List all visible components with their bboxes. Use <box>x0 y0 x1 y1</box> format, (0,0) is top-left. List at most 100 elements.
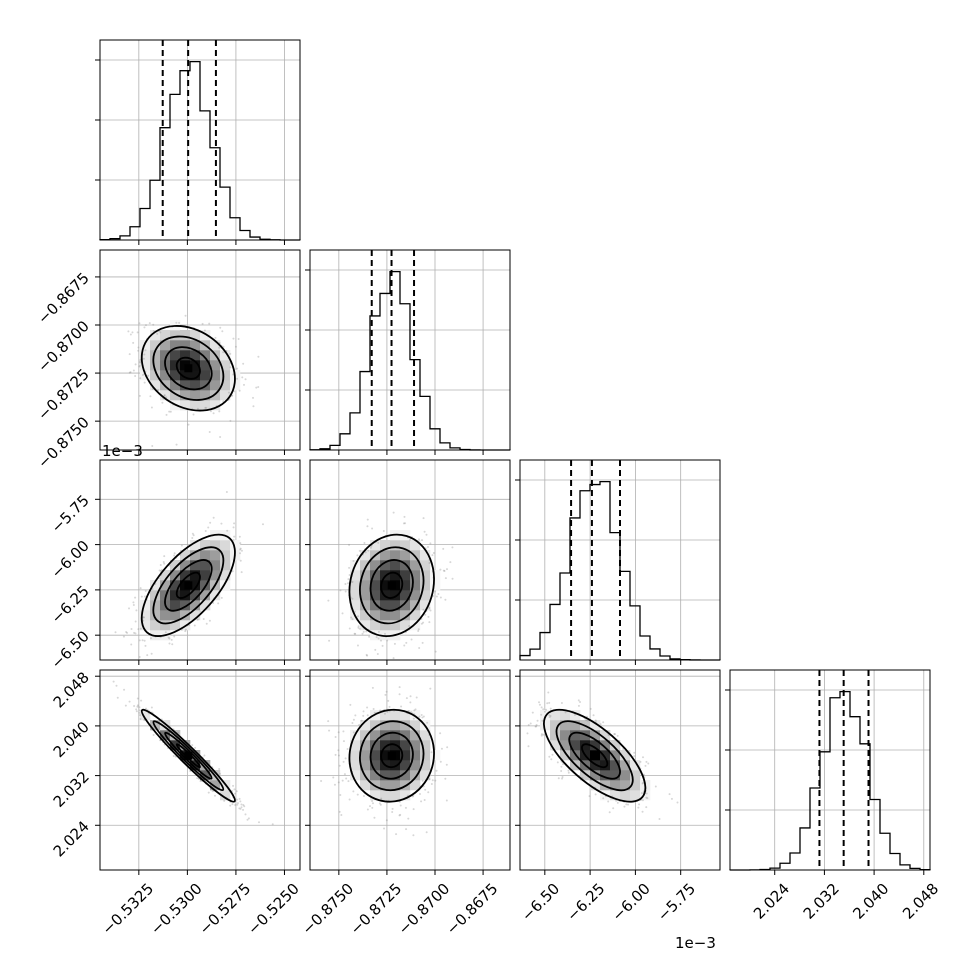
contour-level <box>359 546 425 625</box>
density-peak <box>590 751 599 760</box>
sample-point <box>244 378 247 381</box>
histogram-panel-1 <box>305 249 511 455</box>
sample-point <box>425 831 428 834</box>
sample-point <box>352 560 355 563</box>
density-cell <box>360 610 371 621</box>
sample-point <box>242 808 245 811</box>
y-tick-label: 2.048 <box>50 668 93 711</box>
scatter-panel-3-1 <box>305 669 511 875</box>
density-cell <box>170 580 181 591</box>
sample-point <box>437 593 440 596</box>
sample-point <box>136 705 139 708</box>
sample-point <box>138 364 141 367</box>
sample-point <box>327 599 330 602</box>
sample-point <box>252 405 255 408</box>
sample-point <box>398 686 401 689</box>
density-cell <box>380 770 391 781</box>
sample-point <box>337 749 340 752</box>
sample-point <box>404 522 407 525</box>
sample-point <box>358 627 361 630</box>
sample-point <box>641 810 644 813</box>
sample-point <box>152 323 155 326</box>
sample-point <box>614 733 617 736</box>
sample-point <box>645 792 648 795</box>
sample-point <box>418 715 421 718</box>
sample-point <box>131 331 134 334</box>
density-peak <box>184 581 193 590</box>
x-offset-label: 1e−3 <box>675 934 716 952</box>
sample-point <box>427 791 430 794</box>
density-cell <box>400 780 411 791</box>
density-cell <box>160 620 171 631</box>
density-cell <box>370 770 381 781</box>
density-cell <box>400 750 411 761</box>
density-cell <box>550 740 561 751</box>
scatter-panel-2-1 <box>305 459 511 665</box>
sample-point <box>371 527 374 530</box>
sample-point <box>163 555 166 558</box>
sample-point <box>364 551 367 554</box>
sample-point <box>444 598 447 601</box>
sample-point <box>236 377 239 380</box>
density-cell <box>170 590 181 601</box>
density-cell <box>350 770 361 781</box>
sample-point <box>351 618 354 621</box>
sample-point <box>542 733 545 736</box>
sample-point <box>382 529 385 532</box>
density-cell <box>350 750 361 761</box>
sample-point <box>449 561 452 564</box>
sample-point <box>238 807 241 810</box>
x-tick-label: −0.5300 <box>147 880 206 939</box>
density-cell <box>220 560 231 571</box>
y-tick-label: −5.75 <box>48 491 93 536</box>
density-cell <box>160 390 171 401</box>
density-cell <box>410 750 421 761</box>
panel-frame <box>309 669 511 871</box>
density-cell <box>180 350 191 361</box>
sample-point <box>435 769 438 772</box>
sample-point <box>229 352 232 355</box>
density-cell <box>360 760 371 771</box>
sample-point <box>143 381 146 384</box>
density-cell <box>210 590 221 601</box>
sample-point <box>388 705 391 708</box>
density-cell <box>410 590 421 601</box>
density-cell <box>160 590 171 601</box>
density-cell <box>390 540 401 551</box>
density-cell <box>180 600 191 611</box>
sample-point <box>639 760 642 763</box>
density-cell <box>560 740 571 751</box>
density-cell <box>380 780 391 791</box>
sample-point <box>222 400 225 403</box>
density-cell <box>380 610 391 621</box>
y-tick-label: −0.8700 <box>34 317 93 376</box>
sample-point <box>177 731 180 734</box>
sample-point <box>122 635 125 638</box>
sample-point <box>344 590 347 593</box>
sample-point <box>398 693 401 696</box>
sample-point <box>342 760 345 763</box>
density-cell <box>410 540 421 551</box>
density-cell <box>420 580 431 591</box>
sample-point <box>403 644 406 647</box>
sample-point <box>209 410 212 413</box>
sample-point <box>381 644 384 647</box>
sample-point <box>548 716 551 719</box>
sample-point <box>422 608 425 611</box>
density-cell <box>390 560 401 571</box>
density-cell <box>150 600 161 611</box>
sample-point <box>246 818 249 821</box>
sample-point <box>116 696 119 699</box>
sample-point <box>362 630 365 633</box>
sample-point <box>579 700 582 703</box>
sample-point <box>670 797 673 800</box>
density-cell <box>570 730 581 741</box>
contour-level <box>380 743 404 769</box>
density-cell <box>400 790 411 801</box>
sample-point <box>184 630 187 633</box>
sample-point <box>138 322 141 325</box>
sample-point <box>173 552 176 555</box>
sample-point <box>226 529 229 532</box>
density-cell <box>380 580 391 591</box>
contour-level <box>164 346 213 391</box>
